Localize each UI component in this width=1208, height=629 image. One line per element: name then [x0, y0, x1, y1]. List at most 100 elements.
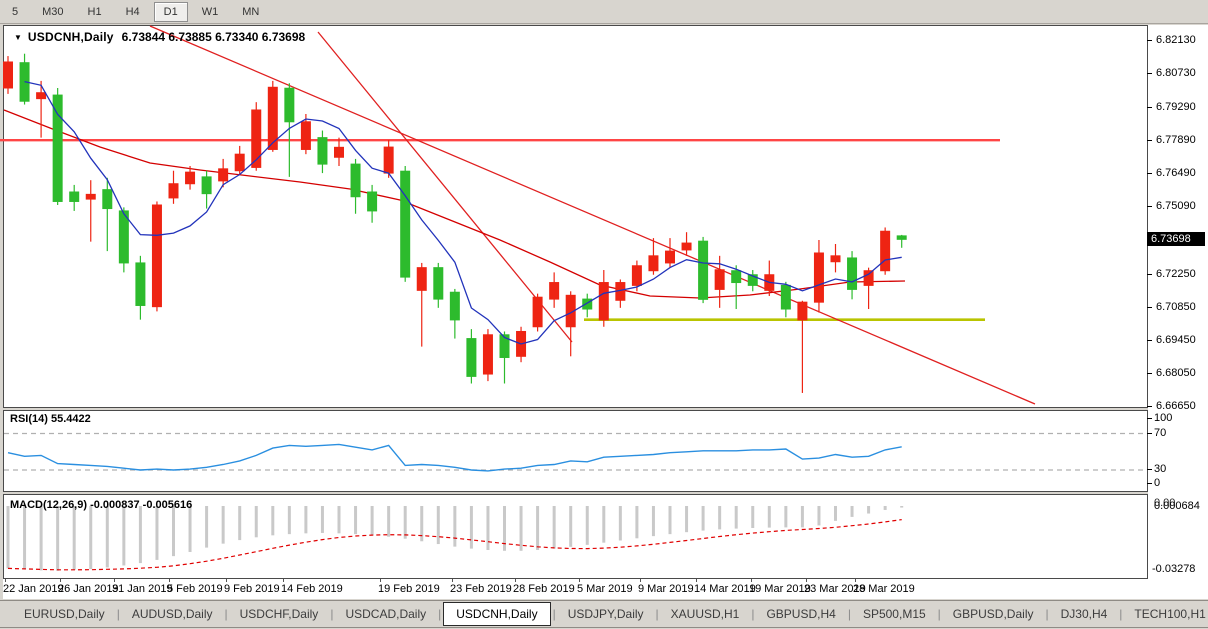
tab-separator: |: [552, 607, 556, 621]
tab-separator: |: [438, 607, 442, 621]
date-axis-strip[interactable]: [3, 579, 1208, 599]
date-axis-label: 14 Mar 2019: [694, 583, 756, 595]
date-axis-label: 9 Mar 2019: [638, 583, 694, 595]
date-axis-tick: [60, 579, 61, 582]
rsi-axis-tick: [1147, 433, 1152, 434]
chart-ohlc-values: 6.73844 6.73885 6.73340 6.73698: [121, 30, 306, 44]
rsi-axis-label: 0: [1154, 477, 1161, 489]
tab-separator: |: [330, 607, 334, 621]
tab-separator: |: [1119, 607, 1123, 621]
price-axis-column[interactable]: [1148, 25, 1208, 579]
tab-separator: |: [1045, 607, 1049, 621]
date-axis-tick: [5, 579, 6, 582]
tab-sp500-m15[interactable]: SP500,M15: [862, 607, 926, 621]
date-axis-tick: [579, 579, 580, 582]
rsi-pane[interactable]: [3, 410, 1148, 492]
macd-indicator-chart[interactable]: [4, 495, 1146, 578]
date-axis-label: 26 Jan 2019: [58, 583, 119, 595]
tab-tech100-h1[interactable]: TECH100,H1: [1134, 607, 1206, 621]
date-axis-tick: [806, 579, 807, 582]
tab-audusd-daily[interactable]: AUDUSD,Daily: [131, 607, 213, 621]
price-axis-tick: [1147, 173, 1152, 175]
date-axis-tick: [696, 579, 697, 582]
slow-ma-line: [3, 109, 906, 299]
date-axis-tick: [640, 579, 641, 582]
timeframe-button-m30[interactable]: M30: [42, 5, 64, 18]
rsi-axis-tick: [1147, 483, 1152, 484]
date-axis-label: 19 Feb 2019: [378, 583, 440, 595]
price-axis-label: 6.66650: [1156, 399, 1196, 412]
timeframe-toolbar: 5 M30 H1 H4 D1 W1 MN: [0, 0, 1208, 24]
macd-signal-line: [7, 519, 902, 571]
timeframe-button-w1[interactable]: W1: [201, 5, 219, 18]
price-axis-label: 6.77890: [1156, 134, 1196, 147]
rsi-indicator-chart[interactable]: [4, 411, 1146, 491]
date-axis-label: 9 Feb 2019: [224, 583, 280, 595]
rsi-axis-tick: [1147, 418, 1152, 419]
tab-separator: |: [847, 607, 851, 621]
price-axis-tick: [1147, 339, 1152, 341]
macd-axis-overlap-label: 0.00: [1154, 497, 1176, 509]
tab-separator: |: [655, 607, 659, 621]
price-axis-tick: [1147, 306, 1152, 308]
price-axis-label: 6.79290: [1156, 101, 1196, 114]
date-axis-label: 14 Feb 2019: [281, 583, 343, 595]
chart-tab-bar: EURUSD,Daily | AUDUSD,Daily | USDCHF,Daily | U…: [0, 600, 1208, 628]
price-axis-label: 6.72250: [1156, 267, 1196, 280]
price-axis-label: 6.76490: [1156, 167, 1196, 180]
rsi-axis-tick: [1147, 469, 1152, 470]
date-axis-label: 22 Jan 2019: [3, 583, 64, 595]
date-axis-label: 31 Jan 2019: [112, 583, 173, 595]
price-axis-label: 6.82130: [1156, 34, 1196, 46]
macd-label: MACD(12,26,9) -0.000837 -0.005616: [10, 499, 193, 511]
tab-usdjpy-daily[interactable]: USDJPY,Daily: [567, 607, 644, 621]
date-axis-label: 23 Mar 2019: [804, 583, 866, 595]
tab-usdcnh-daily[interactable]: USDCNH,Daily: [443, 602, 551, 626]
descending-trendline-steep: [317, 31, 573, 343]
price-axis-tick: [1147, 372, 1152, 374]
price-axis-tick: [1147, 140, 1152, 142]
tab-separator: |: [224, 607, 228, 621]
date-axis-label: 5 Mar 2019: [577, 583, 633, 595]
price-axis-tick: [1147, 273, 1152, 275]
date-axis-tick: [169, 579, 170, 582]
tab-gbpusd-h4[interactable]: GBPUSD,H4: [766, 607, 836, 621]
candlestick-chart[interactable]: [0, 25, 1146, 407]
date-axis-label: 19 Mar 2019: [749, 583, 811, 595]
timeframe-button-h4[interactable]: H4: [125, 5, 140, 18]
price-axis-label: 6.69450: [1156, 333, 1196, 346]
date-axis-label: 5 Feb 2019: [167, 583, 223, 595]
date-axis-label: 28 Mar 2019: [853, 583, 915, 595]
timeframe-button-5[interactable]: 5: [12, 5, 19, 18]
date-axis-tick: [855, 579, 856, 582]
date-axis-tick: [515, 579, 516, 582]
price-axis-tick: [1147, 405, 1152, 407]
date-axis-tick: [380, 579, 381, 582]
rsi-axis-label: 100: [1154, 412, 1173, 424]
price-axis-tick: [1147, 206, 1152, 208]
tab-usdchf-daily[interactable]: USDCHF,Daily: [239, 607, 319, 621]
macd-axis-max-label: 0.000684: [1154, 500, 1200, 512]
price-axis-tick: [1147, 40, 1152, 41]
tab-dj30-h4[interactable]: DJ30,H4: [1060, 607, 1108, 621]
timeframe-button-d1[interactable]: D1: [153, 1, 188, 22]
timeframe-button-h1[interactable]: H1: [87, 5, 102, 18]
price-axis-tick: [1147, 107, 1152, 109]
macd-pane[interactable]: [3, 494, 1148, 579]
tab-separator: |: [937, 607, 941, 621]
rsi-label: RSI(14) 55.4422: [10, 413, 91, 425]
timeframe-button-mn[interactable]: MN: [242, 5, 260, 18]
main-chart-pane[interactable]: [3, 25, 1148, 408]
chart-title: ▼ USDCNH,Daily 6.73844 6.73885 6.73340 6.7…: [14, 30, 305, 44]
rsi-line: [7, 443, 902, 472]
rsi-axis-label: 70: [1154, 427, 1167, 439]
tab-gbpusd-daily[interactable]: GBPUSD,Daily: [952, 607, 1034, 621]
price-axis-label: 6.68050: [1156, 366, 1196, 379]
date-axis-tick: [114, 579, 115, 582]
tab-usdcad-daily[interactable]: USDCAD,Daily: [345, 607, 427, 621]
tab-separator: |: [751, 607, 755, 621]
tab-eurusd-daily[interactable]: EURUSD,Daily: [24, 607, 105, 621]
collapse-triangle-icon[interactable]: ▼: [14, 33, 22, 42]
tab-xauusd-h1[interactable]: XAUUSD,H1: [670, 607, 740, 621]
date-axis-tick: [452, 579, 453, 582]
